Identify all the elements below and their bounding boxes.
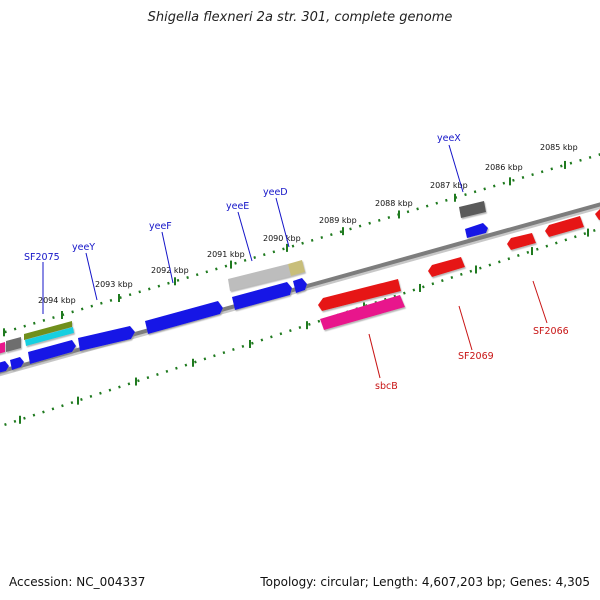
- gene-label[interactable]: yeeE: [226, 201, 249, 212]
- gene-label[interactable]: SF2075: [24, 252, 60, 263]
- gene-feature-grey-light[interactable]: [228, 264, 291, 291]
- ruler-label: 2086 kbp: [485, 163, 523, 172]
- gene-label[interactable]: yeeD: [263, 187, 288, 198]
- gene-label[interactable]: SF2066: [533, 326, 569, 337]
- gene-feature-small-blue[interactable]: [10, 357, 24, 370]
- gene-sbcB[interactable]: [318, 279, 401, 311]
- outer-ruler-ticks: [3, 160, 566, 337]
- gene-feature-cyan[interactable]: [25, 327, 74, 346]
- gene-yeeX[interactable]: [465, 223, 488, 238]
- ruler-label: 2085 kbp: [540, 143, 578, 152]
- accession-text: Accession: NC_004337: [9, 575, 146, 589]
- gene-yeeY[interactable]: [78, 326, 135, 351]
- inner-ruler-ticks: [19, 228, 589, 424]
- ruler-label: 2094 kbp: [38, 296, 76, 305]
- forward-strand-genes: [0, 201, 488, 373]
- gene-feature-pseudo[interactable]: [320, 295, 405, 330]
- inner-ruler-line: [0, 227, 600, 428]
- gene-label[interactable]: yeeY: [72, 242, 95, 253]
- map-title: Shigella flexneri 2a str. 301, complete …: [147, 10, 453, 25]
- gene-feature-grey[interactable]: [6, 337, 21, 352]
- gene-label[interactable]: yeeX: [437, 133, 461, 144]
- gene-feature-red[interactable]: [507, 233, 536, 250]
- gene-feature-red[interactable]: [595, 208, 600, 220]
- outer-ruler-line: [0, 153, 600, 335]
- ruler-label: 2089 kbp: [319, 216, 357, 225]
- ruler-label: 2091 kbp: [207, 250, 245, 259]
- ruler-label: 2088 kbp: [375, 199, 413, 208]
- gene-yeeD[interactable]: [293, 278, 307, 293]
- gene-feature-small-blue[interactable]: [0, 361, 9, 373]
- gene-label[interactable]: yeeF: [149, 221, 172, 232]
- ruler-label: 2087 kbp: [430, 181, 468, 190]
- gene-feature-khaki[interactable]: [288, 260, 305, 276]
- gene-feature-magenta[interactable]: [0, 342, 5, 354]
- gene-SF2075[interactable]: [28, 340, 76, 364]
- gene-yeeE[interactable]: [232, 282, 292, 310]
- gene-SF2069[interactable]: [428, 257, 465, 277]
- gene-label[interactable]: SF2069: [458, 351, 494, 362]
- reverse-strand-genes: [318, 208, 600, 330]
- gene-yeeF[interactable]: [145, 301, 223, 334]
- genome-summary: Topology: circular; Length: 4,607,203 bp…: [260, 575, 590, 589]
- gene-feature-grey[interactable]: [459, 201, 486, 218]
- gene-feature-olive[interactable]: [24, 321, 72, 340]
- ruler-label: 2090 kbp: [263, 234, 301, 243]
- ruler-label: 2093 kbp: [95, 280, 133, 289]
- label-connectors: [42, 144, 548, 379]
- gene-label[interactable]: sbcB: [375, 381, 398, 392]
- gene-SF2066[interactable]: [545, 216, 584, 237]
